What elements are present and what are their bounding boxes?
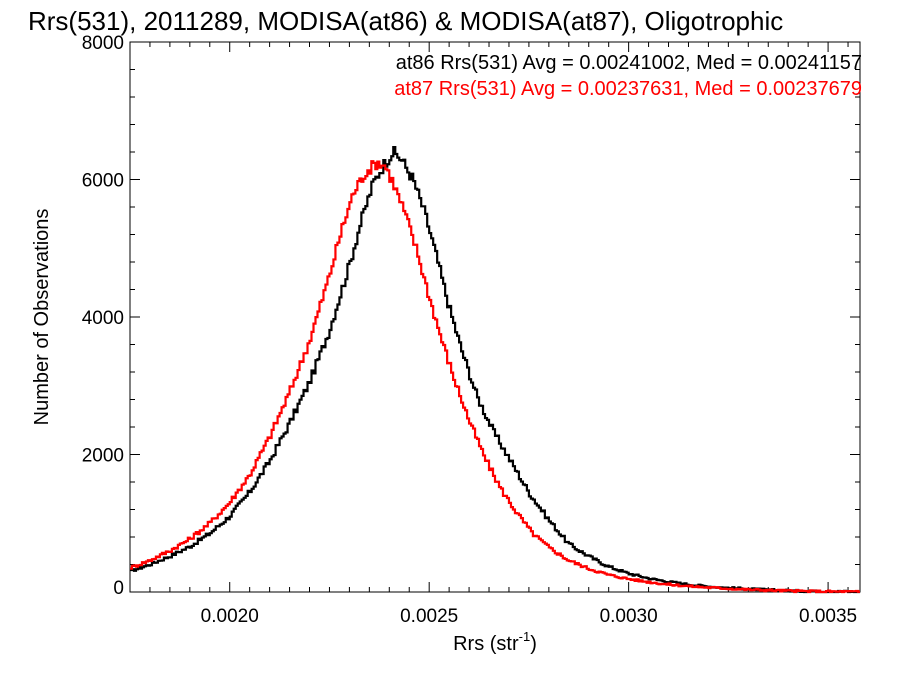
legend-entry-at87: at87 Rrs(531) Avg = 0.00237631, Med = 0.… bbox=[394, 78, 862, 100]
x-tick-label: 0.0020 bbox=[201, 606, 259, 627]
y-tick-label: 8000 bbox=[82, 33, 124, 54]
y-tick-label: 2000 bbox=[82, 446, 124, 467]
y-axis-label: Number of Observations bbox=[31, 209, 53, 426]
series-layer bbox=[130, 145, 860, 594]
x-tick-label: 0.0035 bbox=[799, 606, 857, 627]
legend-entry-at86: at86 Rrs(531) Avg = 0.00241002, Med = 0.… bbox=[396, 52, 862, 74]
x-tick-label: 0.0025 bbox=[400, 606, 458, 627]
y-tick-label: 4000 bbox=[82, 308, 124, 329]
y-tick-label: 0 bbox=[113, 578, 124, 599]
x-axis-label: Rrs (str-1) bbox=[453, 629, 537, 655]
series-line-at86 bbox=[130, 145, 860, 594]
x-axis-ticks: 0.0020 0.0025 0.0030 0.0035 bbox=[149, 42, 857, 627]
plot-frame bbox=[129, 41, 861, 593]
legend: at86 Rrs(531) Avg = 0.00241002, Med = 0.… bbox=[394, 52, 862, 100]
y-tick-label: 6000 bbox=[82, 171, 124, 192]
x-tick-label: 0.0030 bbox=[600, 606, 658, 627]
y-axis-ticks: 0 2000 4000 6000 8000 bbox=[82, 33, 860, 599]
chart-title: Rrs(531), 2011289, MODISA(at86) & MODISA… bbox=[28, 6, 783, 36]
series-line-at87 bbox=[130, 160, 860, 594]
